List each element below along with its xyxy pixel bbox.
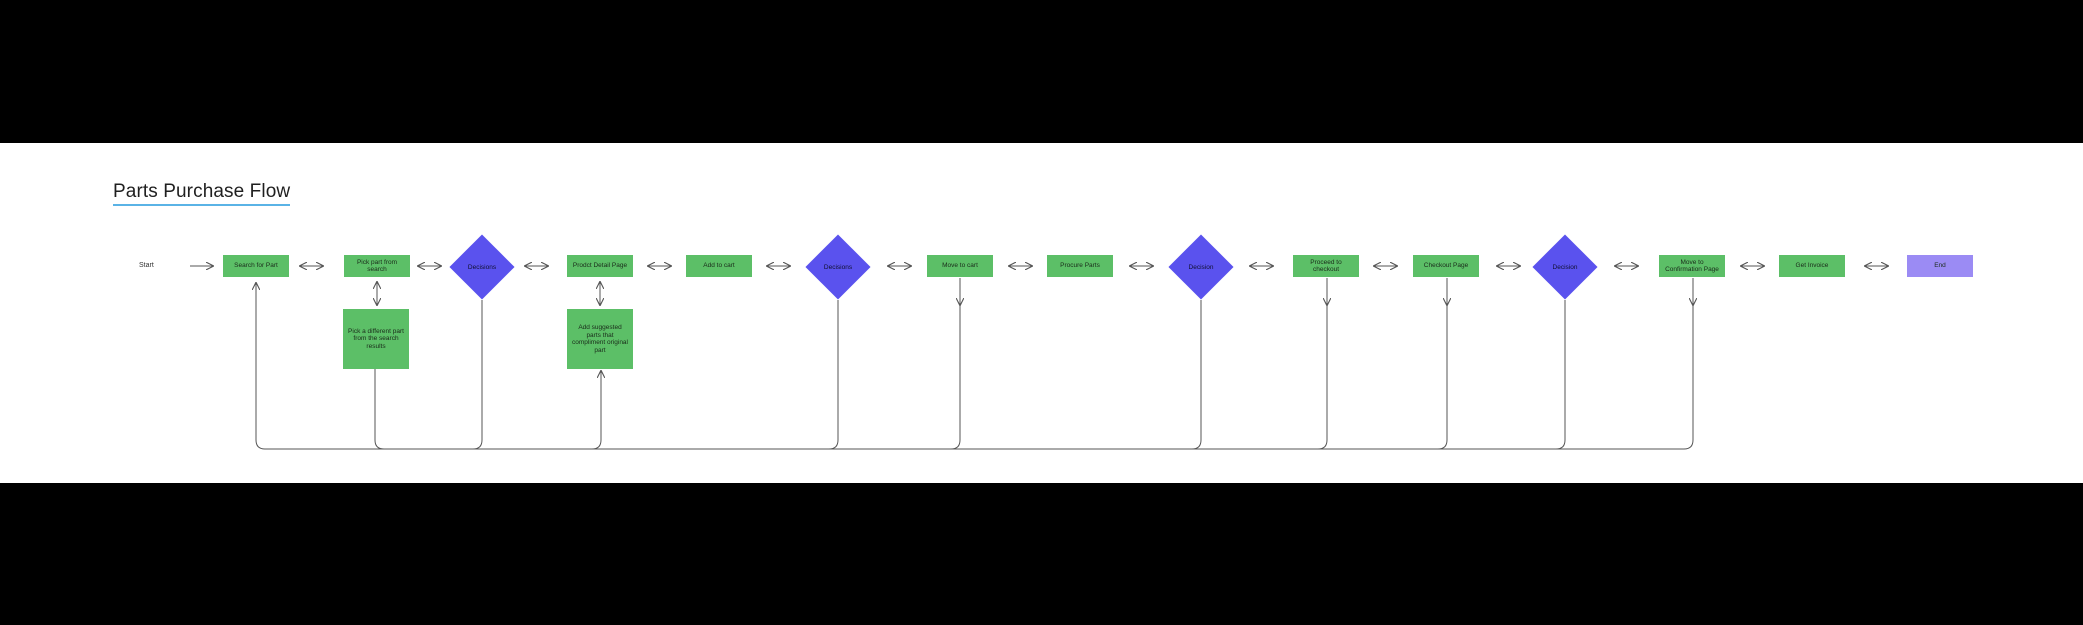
loop-to-checkout [1437, 301, 1448, 450]
drop-pick-different [374, 368, 385, 450]
node-add-to-cart[interactable]: Add to cart [686, 255, 752, 277]
drop-decision2 [828, 300, 839, 450]
loop-bus [255, 439, 1694, 450]
loop-to-suggested [591, 371, 601, 450]
node-decision-2[interactable]: Decisions [805, 234, 871, 300]
node-decision-3[interactable]: Decision [1168, 234, 1234, 300]
loop-to-movecart [950, 301, 961, 450]
decision-3-label: Decision [1188, 263, 1214, 271]
loop-to-proceed [1317, 301, 1328, 450]
node-move-to-cart[interactable]: Move to cart [927, 255, 993, 277]
node-add-suggested[interactable]: Add suggested parts that compliment orig… [567, 309, 633, 369]
node-pick-part[interactable]: Pick part from search [344, 255, 410, 277]
node-proceed-checkout[interactable]: Proceed to checkout [1293, 255, 1359, 277]
node-decision-4[interactable]: Decision [1532, 234, 1598, 300]
drop-decision1 [472, 300, 483, 450]
node-product-detail[interactable]: Prodct Detail Page [567, 255, 633, 277]
node-checkout-page[interactable]: Checkout Page [1413, 255, 1479, 277]
drop-decision3 [1191, 300, 1202, 450]
diagram-title: Parts Purchase Flow [113, 182, 291, 206]
node-end[interactable]: End [1907, 255, 1973, 277]
drop-decision4 [1555, 300, 1566, 450]
node-search-for-part[interactable]: Search for Part [223, 255, 289, 277]
node-pick-different[interactable]: Pick a different part from the search re… [343, 309, 409, 369]
node-decision-1[interactable]: Decisions [449, 234, 515, 300]
start-label: Start [139, 262, 154, 269]
decision-2-label: Decisions [823, 263, 853, 271]
node-move-confirmation[interactable]: Move to Confirmation Page [1659, 255, 1725, 277]
decision-4-label: Decision [1552, 263, 1578, 271]
node-procure-parts[interactable]: Procure Parts [1047, 255, 1113, 277]
node-get-invoice[interactable]: Get Invoice [1779, 255, 1845, 277]
decision-1-label: Decisions [467, 263, 497, 271]
